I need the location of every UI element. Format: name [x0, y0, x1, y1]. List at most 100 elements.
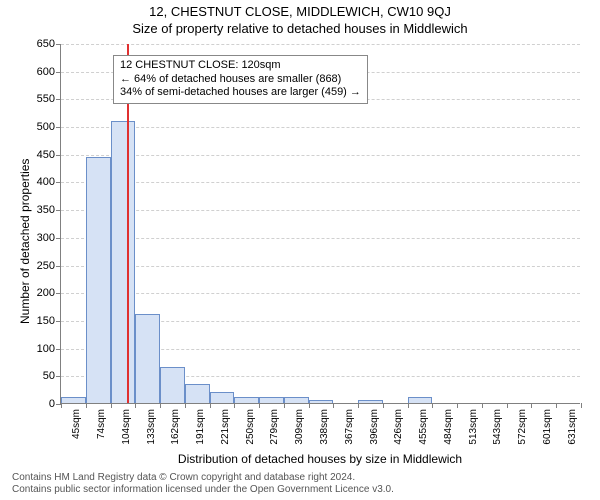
plot-area: 0501001502002503003504004505005506006504…: [60, 44, 580, 404]
gridline: [61, 127, 580, 128]
xtick-mark: [210, 403, 211, 408]
ytick-label: 250: [37, 260, 55, 272]
ytick-label: 650: [37, 38, 55, 50]
ytick-label: 600: [37, 66, 55, 78]
plot-wrap: 0501001502002503003504004505005506006504…: [60, 44, 580, 404]
bar: [408, 397, 433, 403]
xtick-mark: [259, 403, 260, 408]
bar: [234, 397, 259, 403]
xtick-label: 484sqm: [443, 409, 454, 445]
ytick-label: 200: [37, 287, 55, 299]
xtick-label: 426sqm: [393, 409, 404, 445]
xtick-label: 250sqm: [245, 409, 256, 445]
ytick-label: 350: [37, 204, 55, 216]
bar: [358, 400, 383, 403]
ytick-mark: [56, 266, 61, 267]
ytick-label: 450: [37, 149, 55, 161]
bar: [61, 397, 86, 403]
xtick-label: 191sqm: [195, 409, 206, 445]
ytick-mark: [56, 99, 61, 100]
ytick-label: 500: [37, 121, 55, 133]
bar: [185, 384, 210, 403]
ytick-label: 400: [37, 176, 55, 188]
ytick-label: 550: [37, 93, 55, 105]
ytick-mark: [56, 155, 61, 156]
xtick-label: 221sqm: [220, 409, 231, 445]
xtick-mark: [185, 403, 186, 408]
xtick-mark: [531, 403, 532, 408]
ytick-label: 150: [37, 315, 55, 327]
xtick-label: 396sqm: [369, 409, 380, 445]
xtick-mark: [408, 403, 409, 408]
gridline: [61, 155, 580, 156]
xtick-label: 279sqm: [269, 409, 280, 445]
gridline: [61, 238, 580, 239]
xtick-mark: [383, 403, 384, 408]
bar: [111, 121, 136, 403]
xtick-mark: [61, 403, 62, 408]
ytick-mark: [56, 349, 61, 350]
y-axis-label: Number of detached properties: [18, 159, 32, 324]
xtick-label: 543sqm: [492, 409, 503, 445]
xtick-label: 513sqm: [468, 409, 479, 445]
xtick-label: 133sqm: [146, 409, 157, 445]
ytick-label: 0: [49, 398, 55, 410]
bar: [86, 157, 111, 403]
ytick-label: 300: [37, 232, 55, 244]
xtick-label: 104sqm: [121, 409, 132, 445]
xtick-label: 455sqm: [418, 409, 429, 445]
xtick-mark: [457, 403, 458, 408]
xtick-mark: [507, 403, 508, 408]
address-title: 12, CHESTNUT CLOSE, MIDDLEWICH, CW10 9QJ: [0, 4, 600, 21]
xtick-label: 45sqm: [71, 409, 82, 439]
bar: [284, 397, 309, 403]
title-block: 12, CHESTNUT CLOSE, MIDDLEWICH, CW10 9QJ…: [0, 0, 600, 40]
subtitle: Size of property relative to detached ho…: [0, 21, 600, 38]
gridline: [61, 293, 580, 294]
ytick-mark: [56, 182, 61, 183]
xtick-mark: [556, 403, 557, 408]
ytick-label: 100: [37, 343, 55, 355]
ytick-mark: [56, 127, 61, 128]
ytick-mark: [56, 44, 61, 45]
ytick-label: 50: [43, 370, 55, 382]
bar: [135, 314, 160, 403]
xtick-mark: [309, 403, 310, 408]
ytick-mark: [56, 238, 61, 239]
xtick-mark: [160, 403, 161, 408]
gridline: [61, 44, 580, 45]
bar: [160, 367, 185, 403]
xtick-mark: [432, 403, 433, 408]
bar: [210, 392, 235, 403]
xtick-mark: [581, 403, 582, 408]
xtick-label: 309sqm: [294, 409, 305, 445]
gridline: [61, 210, 580, 211]
xtick-mark: [284, 403, 285, 408]
annotation-line: 34% of semi-detached houses are larger (…: [120, 86, 361, 100]
ytick-mark: [56, 376, 61, 377]
xtick-mark: [333, 403, 334, 408]
xtick-label: 572sqm: [517, 409, 528, 445]
xtick-mark: [358, 403, 359, 408]
chart-container: 12, CHESTNUT CLOSE, MIDDLEWICH, CW10 9QJ…: [0, 0, 600, 500]
annotation-line: ← 64% of detached houses are smaller (86…: [120, 73, 361, 87]
gridline: [61, 266, 580, 267]
bar: [309, 400, 334, 403]
xtick-label: 601sqm: [542, 409, 553, 445]
xtick-mark: [234, 403, 235, 408]
xtick-label: 338sqm: [319, 409, 330, 445]
xtick-label: 631sqm: [567, 409, 578, 445]
gridline: [61, 182, 580, 183]
ytick-mark: [56, 293, 61, 294]
annotation-line: 12 CHESTNUT CLOSE: 120sqm: [120, 59, 361, 73]
x-axis-label: Distribution of detached houses by size …: [60, 452, 580, 466]
ytick-mark: [56, 321, 61, 322]
xtick-label: 74sqm: [96, 409, 107, 439]
bar: [259, 397, 284, 403]
footer: Contains HM Land Registry data © Crown c…: [12, 472, 394, 496]
xtick-mark: [135, 403, 136, 408]
annotation-box: 12 CHESTNUT CLOSE: 120sqm← 64% of detach…: [113, 55, 368, 104]
xtick-label: 367sqm: [344, 409, 355, 445]
ytick-mark: [56, 72, 61, 73]
xtick-mark: [111, 403, 112, 408]
